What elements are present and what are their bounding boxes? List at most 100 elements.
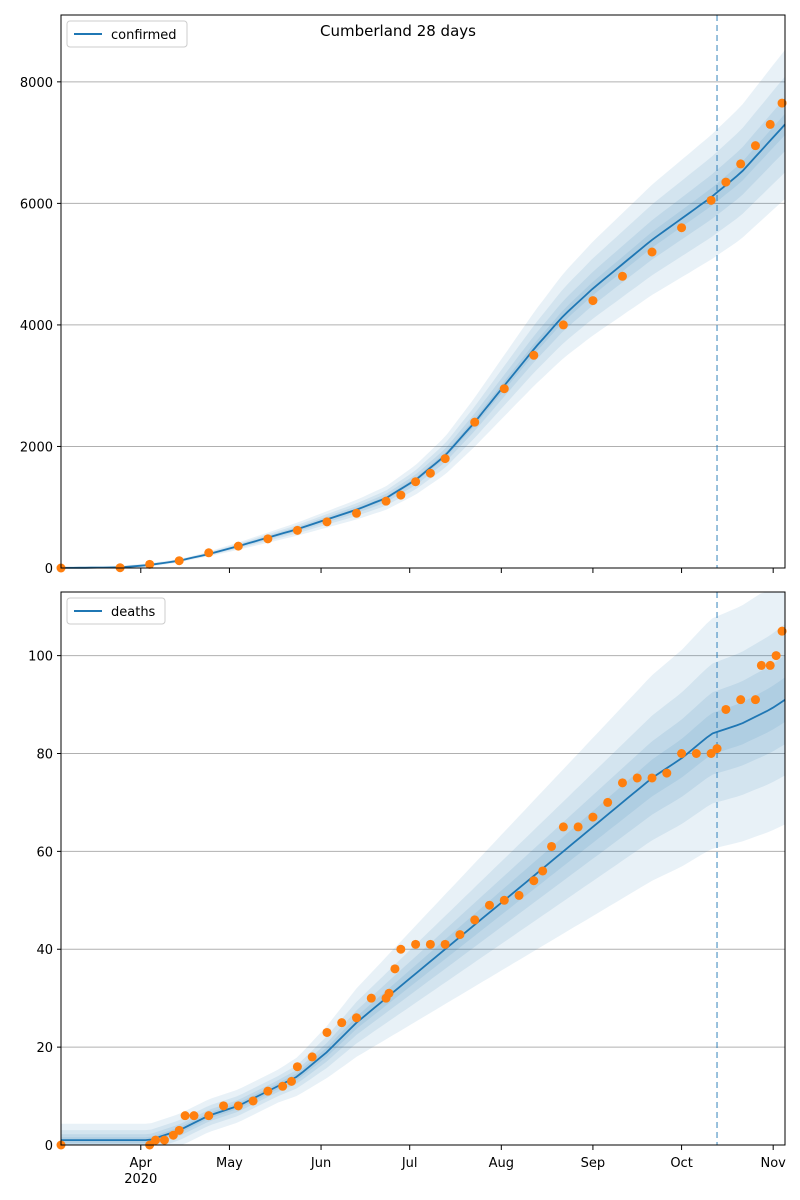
observed-point xyxy=(691,748,701,758)
observed-point xyxy=(233,541,243,551)
observed-point xyxy=(180,1111,190,1121)
observed-point xyxy=(455,930,465,940)
uncertainty-band xyxy=(61,49,785,568)
observed-point xyxy=(204,548,214,558)
observed-point xyxy=(721,177,731,187)
uncertainty-band xyxy=(61,76,785,568)
y-tick-label: 80 xyxy=(36,747,53,762)
observed-point xyxy=(736,159,746,169)
observed-point xyxy=(573,822,583,832)
observed-point xyxy=(765,660,775,670)
observed-point xyxy=(440,939,450,949)
observed-point xyxy=(174,556,184,566)
observed-point xyxy=(603,797,613,807)
observed-point xyxy=(263,1086,273,1096)
observed-point xyxy=(233,1101,243,1111)
observed-point xyxy=(411,477,421,487)
observed-point xyxy=(470,915,480,925)
x-tick-label: Nov xyxy=(760,1156,786,1171)
legend-label: deaths xyxy=(111,605,156,620)
observed-point xyxy=(588,812,598,822)
observed-point xyxy=(168,1130,178,1140)
observed-point xyxy=(529,876,539,886)
observed-point xyxy=(189,1111,199,1121)
x-tick-label: May xyxy=(216,1156,243,1171)
x-tick-label: Oct xyxy=(670,1156,692,1171)
observed-point xyxy=(219,1101,229,1111)
x-tick-label: Sep xyxy=(581,1156,606,1171)
observed-point xyxy=(292,1062,302,1072)
observed-point xyxy=(538,866,548,876)
observed-point xyxy=(278,1081,288,1091)
observed-point xyxy=(411,939,421,949)
y-tick-label: 0 xyxy=(45,562,53,577)
observed-point xyxy=(777,626,787,636)
observed-point xyxy=(632,773,642,783)
observed-point xyxy=(484,900,494,910)
observed-point xyxy=(677,223,687,233)
y-tick-label: 40 xyxy=(36,943,53,958)
y-tick-label: 60 xyxy=(36,845,53,860)
observed-point xyxy=(662,768,672,778)
observed-point xyxy=(352,508,362,518)
x-tick-label: Apr xyxy=(130,1156,153,1171)
legend-label: confirmed xyxy=(111,28,177,43)
observed-point xyxy=(425,468,435,478)
axes-frame xyxy=(60,14,786,569)
observed-point xyxy=(322,1027,332,1037)
observed-point xyxy=(440,454,450,464)
observed-point xyxy=(352,1013,362,1023)
y-tick-label: 2000 xyxy=(20,440,53,455)
observed-point xyxy=(470,417,480,427)
axes-frame xyxy=(60,591,786,1146)
observed-point xyxy=(145,559,155,569)
observed-point xyxy=(547,841,557,851)
observed-point xyxy=(337,1018,347,1028)
observed-point xyxy=(322,517,332,527)
deaths-panel: 0 20 40 60 80 100 Apr May Jun Jul Aug Sep Oct Nov 2020… xyxy=(28,591,787,1187)
y-tick-label: 100 xyxy=(28,650,53,665)
observed-point xyxy=(706,748,716,758)
observed-point xyxy=(307,1052,317,1062)
observed-point xyxy=(617,271,627,281)
observed-point xyxy=(159,1135,169,1145)
observed-point xyxy=(499,895,509,905)
observed-point xyxy=(777,98,787,108)
observed-point xyxy=(750,695,760,705)
observed-point xyxy=(286,1076,296,1086)
observed-point xyxy=(677,748,687,758)
observed-point xyxy=(706,195,716,205)
observed-point xyxy=(756,660,766,670)
uncertainty-band xyxy=(61,624,785,1145)
observed-point xyxy=(381,496,391,506)
observed-point xyxy=(396,490,406,500)
legend: confirmed xyxy=(66,20,188,48)
observed-point xyxy=(617,778,627,788)
y-tick-label: 6000 xyxy=(20,197,53,212)
observed-point xyxy=(647,247,657,257)
y-tick-label: 8000 xyxy=(20,76,53,91)
chart-title: Cumberland 28 days xyxy=(320,22,476,40)
y-tick-label: 0 xyxy=(45,1139,53,1154)
observed-point xyxy=(366,993,376,1003)
observed-point xyxy=(396,944,406,954)
observed-point xyxy=(765,119,775,129)
observed-point xyxy=(390,964,400,974)
x-tick-label: Jun xyxy=(310,1156,331,1171)
uncertainty-band xyxy=(61,655,785,1145)
observed-point xyxy=(529,350,539,360)
observed-point xyxy=(263,534,273,544)
observed-point xyxy=(712,744,722,754)
y-tick-label: 4000 xyxy=(20,319,53,334)
observed-point xyxy=(151,1135,161,1145)
observed-point xyxy=(384,988,394,998)
observed-point xyxy=(425,939,435,949)
confirmed-panel: 0 2000 4000 6000 8000 confirmed xyxy=(20,14,787,577)
legend-box xyxy=(66,20,188,48)
observed-point xyxy=(174,1125,184,1135)
observed-point xyxy=(558,320,568,330)
y-tick-label: 20 xyxy=(36,1041,53,1056)
observed-point xyxy=(558,822,568,832)
observed-point xyxy=(750,141,760,151)
